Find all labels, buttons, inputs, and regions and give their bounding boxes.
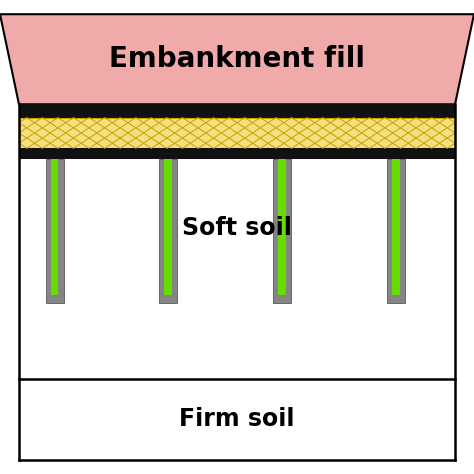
Text: Embankment fill: Embankment fill [109, 45, 365, 73]
Bar [164, 159, 172, 295]
Bar [387, 159, 405, 303]
Bar [46, 159, 64, 303]
Bar [19, 104, 455, 118]
Bar [392, 159, 400, 295]
Bar [159, 159, 177, 303]
Text: Firm soil: Firm soil [179, 408, 295, 431]
Polygon shape [0, 14, 474, 104]
Bar [278, 159, 286, 295]
Bar [51, 159, 58, 295]
Text: Soft soil: Soft soil [182, 216, 292, 239]
Bar [273, 159, 291, 303]
Bar [19, 118, 455, 148]
Bar [19, 148, 455, 159]
